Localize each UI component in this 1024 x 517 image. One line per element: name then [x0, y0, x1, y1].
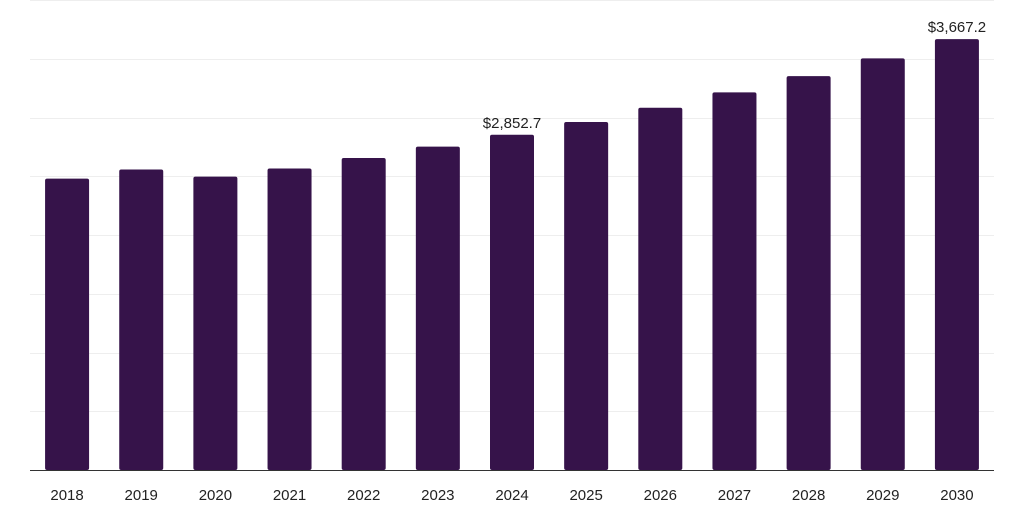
- x-tick-label-2030: 2030: [940, 487, 973, 504]
- x-tick-label-2019: 2019: [125, 487, 158, 504]
- data-label-2024: $2,852.7: [483, 115, 541, 132]
- x-tick-label-2026: 2026: [644, 487, 677, 504]
- bar-2019[interactable]: [119, 169, 164, 470]
- x-axis-tick-labels: 2018 2019 2020 2021 2022 2023 2024 2025 2026 2027…: [50, 487, 973, 504]
- x-tick-label-2028: 2028: [792, 487, 825, 504]
- bar-2028[interactable]: [786, 76, 831, 470]
- x-tick-label-2029: 2029: [866, 487, 899, 504]
- x-tick-label-2023: 2023: [421, 487, 454, 504]
- bar-2024[interactable]: [490, 134, 534, 471]
- x-tick-label-2020: 2020: [199, 487, 232, 504]
- data-labels: $2,852.7 $3,667.2: [483, 19, 986, 132]
- data-label-2030: $3,667.2: [928, 19, 986, 36]
- bar-2023[interactable]: [415, 146, 460, 470]
- bar-2026[interactable]: [638, 107, 683, 470]
- x-tick-label-2024: 2024: [495, 487, 528, 504]
- x-tick-label-2021: 2021: [273, 487, 306, 504]
- bar-2021[interactable]: [267, 168, 312, 470]
- bar-2022[interactable]: [341, 158, 386, 470]
- bar-2020[interactable]: [193, 176, 238, 471]
- bar-2029[interactable]: [860, 58, 905, 471]
- x-tick-label-2027: 2027: [718, 487, 751, 504]
- bar-2025[interactable]: [564, 121, 609, 470]
- x-tick-label-2018: 2018: [50, 487, 83, 504]
- x-tick-label-2025: 2025: [569, 487, 602, 504]
- bars: [45, 39, 979, 471]
- bar-2030[interactable]: [934, 39, 979, 470]
- bar-2027[interactable]: [712, 92, 757, 470]
- x-tick-label-2022: 2022: [347, 487, 380, 504]
- bar-2018[interactable]: [45, 178, 90, 470]
